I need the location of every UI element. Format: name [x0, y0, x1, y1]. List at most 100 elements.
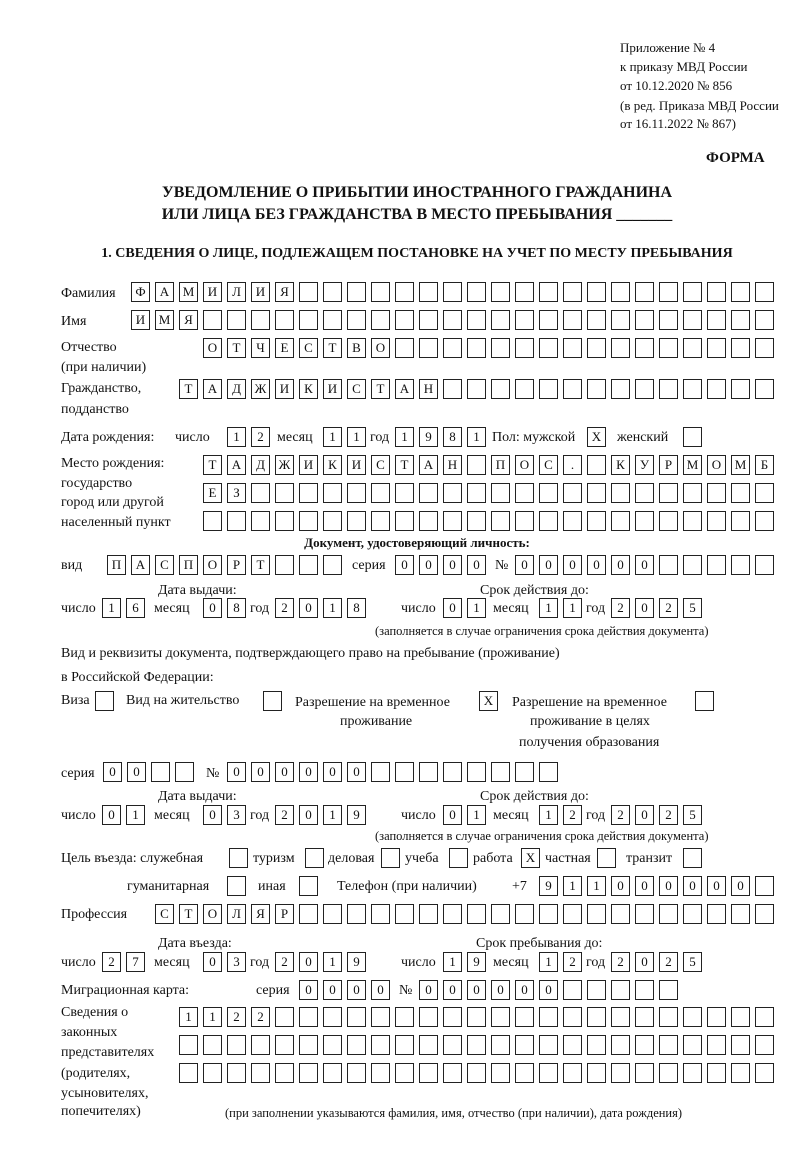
reps-1-cell[interactable] — [347, 1007, 366, 1027]
reps-2-cell[interactable] — [371, 1035, 390, 1055]
surname-cell[interactable] — [635, 282, 654, 302]
reps-1-cell[interactable] — [587, 1007, 606, 1027]
visa-checkbox[interactable] — [95, 691, 114, 711]
profession-cell[interactable] — [467, 904, 486, 924]
birth-place-2-cell[interactable] — [635, 483, 654, 503]
reps-2-cell[interactable] — [203, 1035, 222, 1055]
birth-place-2-cell[interactable] — [491, 483, 510, 503]
reps-1-cell[interactable] — [635, 1007, 654, 1027]
name-cell[interactable] — [587, 310, 606, 330]
surname-cell[interactable] — [587, 282, 606, 302]
phone-cell[interactable] — [755, 876, 774, 896]
birth-place-2-cell[interactable] — [731, 483, 750, 503]
profession-cell[interactable]: Л — [227, 904, 246, 924]
stay-month-cell[interactable]: 1 — [539, 952, 558, 972]
doc-issue-year-cell[interactable]: 1 — [323, 598, 342, 618]
reps-3-cell[interactable] — [707, 1063, 726, 1083]
right-issue-year-cell[interactable]: 0 — [299, 805, 318, 825]
profession-cell[interactable] — [683, 904, 702, 924]
doc-number-cell[interactable] — [755, 555, 774, 575]
reps-1-cell[interactable] — [563, 1007, 582, 1027]
patronymic-cell[interactable]: В — [347, 338, 366, 358]
birth-place-1-cell[interactable]: А — [419, 455, 438, 475]
name-cell[interactable] — [443, 310, 462, 330]
reps-3-cell[interactable] — [371, 1063, 390, 1083]
sex-male-checkbox[interactable]: X — [587, 427, 606, 447]
phone-cell[interactable]: 0 — [683, 876, 702, 896]
birth-place-3-cell[interactable] — [467, 511, 486, 531]
profession-cell[interactable] — [443, 904, 462, 924]
phone-cell[interactable]: 0 — [611, 876, 630, 896]
citizenship-cell[interactable] — [731, 379, 750, 399]
citizenship-cell[interactable] — [467, 379, 486, 399]
purpose-tourism-checkbox[interactable] — [305, 848, 324, 868]
surname-cell[interactable] — [731, 282, 750, 302]
name-cell[interactable] — [707, 310, 726, 330]
birth-place-3-cell[interactable] — [203, 511, 222, 531]
doc-kind-cell[interactable]: Р — [227, 555, 246, 575]
doc-valid-year-cell[interactable]: 2 — [611, 598, 630, 618]
birth-day-cell[interactable]: 2 — [251, 427, 270, 447]
doc-number-cell[interactable] — [683, 555, 702, 575]
reps-2-cell[interactable] — [251, 1035, 270, 1055]
entry-year-cell[interactable]: 2 — [275, 952, 294, 972]
right-issue-year-cell[interactable]: 1 — [323, 805, 342, 825]
doc-number-cell[interactable]: 0 — [635, 555, 654, 575]
reps-1-cell[interactable] — [299, 1007, 318, 1027]
reps-2-cell[interactable] — [179, 1035, 198, 1055]
purpose-service-checkbox[interactable] — [229, 848, 248, 868]
birth-place-3-cell[interactable] — [443, 511, 462, 531]
right-number-cell[interactable] — [443, 762, 462, 782]
doc-kind-cell[interactable]: П — [107, 555, 126, 575]
reps-1-cell[interactable] — [419, 1007, 438, 1027]
surname-cell[interactable]: А — [155, 282, 174, 302]
citizenship-cell[interactable] — [587, 379, 606, 399]
reps-1-cell[interactable]: 1 — [179, 1007, 198, 1027]
birth-place-2-cell[interactable] — [275, 483, 294, 503]
doc-number-cell[interactable] — [707, 555, 726, 575]
citizenship-cell[interactable]: Ж — [251, 379, 270, 399]
doc-kind-cell[interactable] — [299, 555, 318, 575]
surname-cell[interactable] — [611, 282, 630, 302]
birth-place-1-cell[interactable]: К — [323, 455, 342, 475]
doc-kind-cell[interactable]: А — [131, 555, 150, 575]
reps-3-cell[interactable] — [731, 1063, 750, 1083]
reps-1-cell[interactable] — [539, 1007, 558, 1027]
mig-number-cell[interactable]: 0 — [419, 980, 438, 1000]
reps-3-cell[interactable] — [347, 1063, 366, 1083]
name-cell[interactable] — [755, 310, 774, 330]
doc-issue-year-cell[interactable]: 2 — [275, 598, 294, 618]
doc-series-cell[interactable]: 0 — [443, 555, 462, 575]
birth-year-cell[interactable]: 9 — [419, 427, 438, 447]
surname-cell[interactable]: М — [179, 282, 198, 302]
birth-place-1-cell[interactable] — [467, 455, 486, 475]
birth-place-1-cell[interactable]: . — [563, 455, 582, 475]
birth-place-3-cell[interactable] — [347, 511, 366, 531]
reps-1-cell[interactable]: 2 — [251, 1007, 270, 1027]
patronymic-cell[interactable] — [539, 338, 558, 358]
surname-cell[interactable] — [419, 282, 438, 302]
reps-1-cell[interactable]: 2 — [227, 1007, 246, 1027]
reps-2-cell[interactable] — [587, 1035, 606, 1055]
doc-number-cell[interactable]: 0 — [539, 555, 558, 575]
name-cell[interactable]: М — [155, 310, 174, 330]
right-series-cell[interactable] — [175, 762, 194, 782]
reps-3-cell[interactable] — [587, 1063, 606, 1083]
birth-day-cell[interactable]: 1 — [227, 427, 246, 447]
profession-cell[interactable] — [707, 904, 726, 924]
birth-place-1-cell[interactable]: Р — [659, 455, 678, 475]
right-issue-month-cell[interactable]: 0 — [203, 805, 222, 825]
birth-place-1-cell[interactable]: О — [707, 455, 726, 475]
doc-kind-cell[interactable]: Т — [251, 555, 270, 575]
surname-cell[interactable]: И — [203, 282, 222, 302]
mig-number-cell[interactable] — [635, 980, 654, 1000]
surname-cell[interactable] — [491, 282, 510, 302]
purpose-humanitarian-checkbox[interactable] — [227, 876, 246, 896]
profession-cell[interactable]: С — [155, 904, 174, 924]
profession-cell[interactable] — [323, 904, 342, 924]
purpose-transit-checkbox[interactable] — [683, 848, 702, 868]
mig-number-cell[interactable] — [611, 980, 630, 1000]
name-cell[interactable] — [539, 310, 558, 330]
name-cell[interactable] — [323, 310, 342, 330]
doc-series-cell[interactable]: 0 — [419, 555, 438, 575]
